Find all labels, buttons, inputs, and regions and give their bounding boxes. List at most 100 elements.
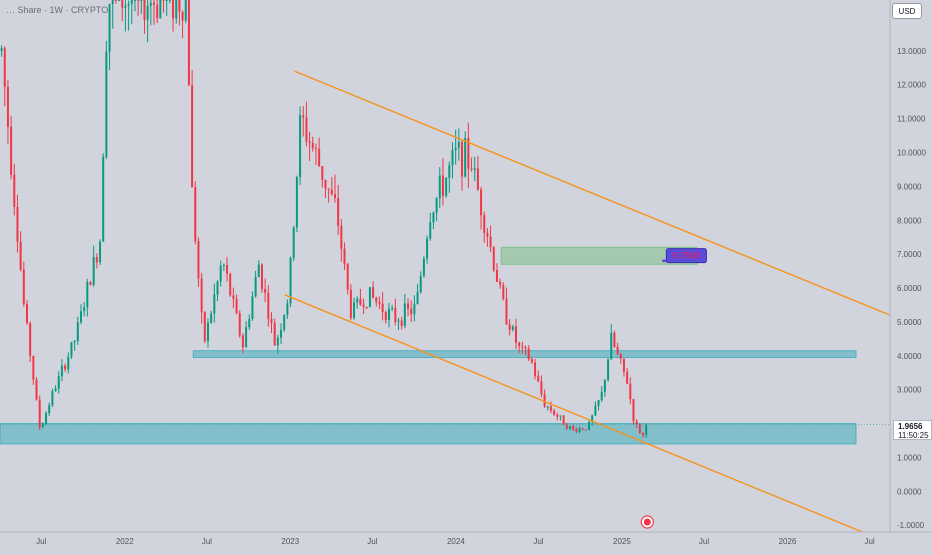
- candle: [305, 102, 307, 147]
- candle: [328, 188, 330, 202]
- zone-upper-support: [193, 351, 856, 358]
- x-tick-label: Jul: [533, 537, 543, 546]
- candle: [528, 345, 530, 361]
- candle: [201, 273, 203, 324]
- candle: [80, 304, 82, 324]
- candle-body: [150, 3, 152, 6]
- candle-body: [312, 143, 314, 148]
- candle-body: [474, 168, 476, 170]
- y-tick-label: 9.0000: [897, 182, 922, 191]
- candle: [293, 226, 295, 261]
- currency-button[interactable]: USD: [892, 3, 922, 19]
- candle: [26, 300, 28, 325]
- candle: [585, 429, 587, 430]
- candle: [159, 0, 161, 19]
- candle-body: [572, 426, 574, 429]
- candle: [178, 0, 180, 25]
- candle-body: [93, 257, 95, 285]
- candle: [534, 359, 536, 380]
- candle-body: [623, 359, 625, 372]
- candle-body: [13, 175, 15, 207]
- candle-body: [137, 0, 139, 1]
- candle: [629, 377, 631, 404]
- candle-body: [188, 0, 190, 85]
- candle-body: [128, 4, 130, 6]
- candle: [105, 41, 107, 159]
- candle-body: [582, 429, 584, 430]
- candle-body: [140, 0, 142, 1]
- candle-body: [350, 290, 352, 318]
- candle: [385, 310, 387, 323]
- candle: [239, 310, 241, 338]
- candle: [632, 399, 634, 425]
- candle-body: [629, 384, 631, 400]
- candle-body: [407, 304, 409, 309]
- candle-body: [29, 323, 31, 356]
- candle-body: [4, 48, 6, 87]
- candle: [283, 314, 285, 332]
- candle: [324, 179, 326, 198]
- candle: [89, 281, 91, 285]
- candle-body: [321, 166, 323, 180]
- candle: [363, 299, 365, 315]
- candle-body: [413, 304, 415, 315]
- candle-body: [493, 247, 495, 270]
- candle-body: [575, 430, 577, 432]
- candle: [451, 142, 453, 178]
- candle-body: [639, 424, 641, 433]
- candle-body: [359, 299, 361, 305]
- candle-body: [451, 150, 453, 165]
- candle: [290, 257, 292, 307]
- candle: [359, 289, 361, 306]
- candle-body: [302, 115, 304, 117]
- candle: [420, 271, 422, 293]
- candle-body: [191, 85, 193, 187]
- y-tick-label: -1.0000: [897, 521, 925, 530]
- candle-body: [598, 400, 600, 406]
- candle-body: [601, 392, 603, 400]
- candle-body: [410, 309, 412, 315]
- candle: [274, 319, 276, 346]
- candle: [251, 291, 253, 321]
- candle-body: [178, 0, 180, 12]
- candle: [512, 325, 514, 332]
- candle: [483, 212, 485, 243]
- candle: [464, 131, 466, 177]
- candle: [347, 263, 349, 295]
- candle: [439, 167, 441, 208]
- candle-body: [613, 333, 615, 347]
- candle-body: [385, 312, 387, 320]
- candle-body: [80, 311, 82, 322]
- y-tick-label: 12.0000: [897, 81, 926, 90]
- candle: [163, 0, 165, 13]
- candle: [7, 80, 9, 143]
- candle: [417, 284, 419, 305]
- annotations-layer: 6.7500: [641, 249, 706, 528]
- candle-body: [220, 266, 222, 282]
- candle: [353, 298, 355, 320]
- x-tick-label: 2024: [447, 537, 465, 546]
- candle: [223, 263, 225, 271]
- candle: [410, 300, 412, 322]
- candle: [426, 235, 428, 263]
- candle: [404, 294, 406, 328]
- candle-body: [74, 341, 76, 342]
- candle-body: [10, 127, 12, 175]
- candle: [639, 423, 641, 434]
- candle: [563, 415, 565, 425]
- candle: [51, 389, 53, 407]
- candle-body: [356, 299, 358, 303]
- candle-body: [217, 282, 219, 295]
- candle: [1, 45, 3, 56]
- candle-body: [134, 0, 136, 1]
- candle-body: [369, 287, 371, 307]
- candle: [270, 312, 272, 333]
- candle: [613, 331, 615, 348]
- candle-body: [147, 6, 149, 20]
- candle: [197, 237, 199, 287]
- x-tick-label: Jul: [202, 537, 212, 546]
- candle: [620, 353, 622, 364]
- candle: [226, 257, 228, 281]
